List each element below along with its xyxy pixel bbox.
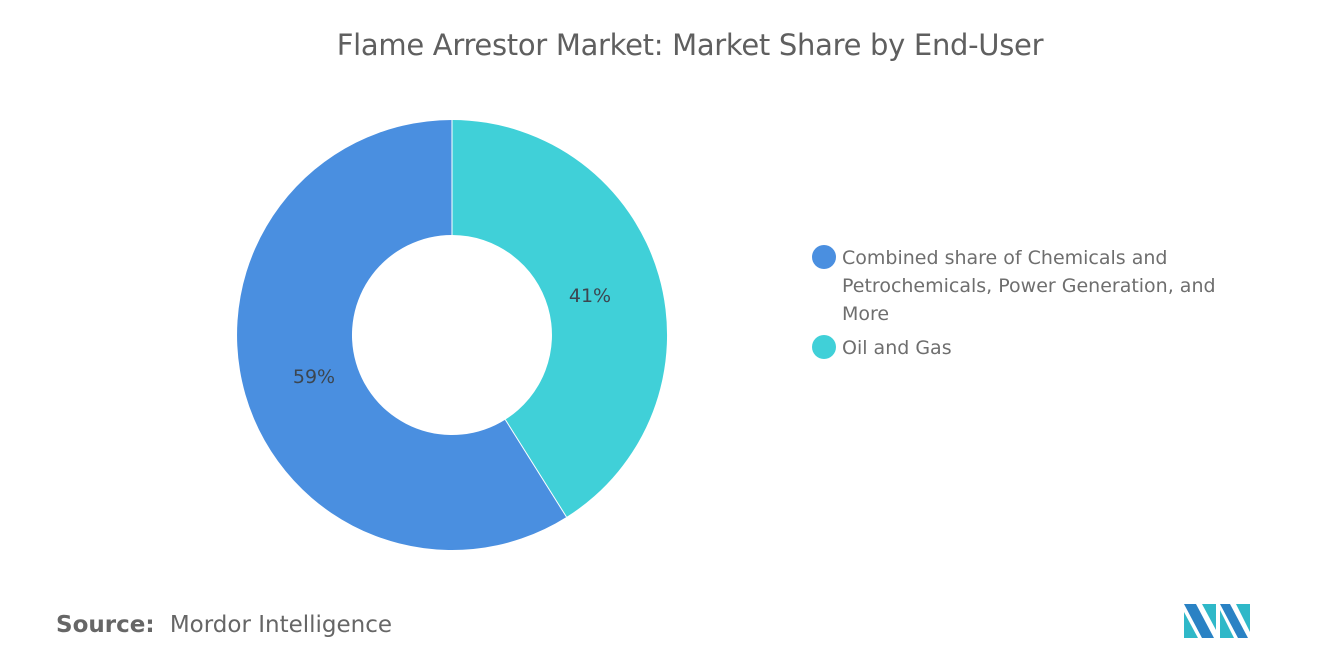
- legend-item-combined-share[interactable]: Combined share of Chemicals and Petroche…: [812, 244, 1252, 328]
- slice-label-oil-gas: 41%: [569, 285, 611, 307]
- donut-chart: 59% 41%: [237, 119, 668, 550]
- mordor-intelligence-logo-icon: [1184, 604, 1250, 638]
- slice-oil-and-gas[interactable]: [452, 119, 668, 517]
- source-note: Source: Mordor Intelligence: [56, 612, 392, 638]
- legend-swatch-circle-icon: [812, 335, 836, 359]
- source-key: Source:: [56, 612, 155, 638]
- legend-swatch-circle-icon: [812, 245, 836, 269]
- chart-title: Flame Arrestor Market: Market Share by E…: [336, 28, 1044, 62]
- legend-label: Combined share of Chemicals and Petroche…: [842, 247, 1216, 325]
- source-value: Mordor Intelligence: [169, 612, 393, 638]
- legend-label: Oil and Gas: [842, 337, 952, 359]
- slice-combined-share[interactable]: [237, 120, 567, 550]
- slice-label-combined: 59%: [293, 366, 335, 388]
- legend-item-oil-and-gas[interactable]: Oil and Gas: [812, 334, 1252, 362]
- slice-divider: [504, 419, 567, 518]
- chart-legend: Combined share of Chemicals and Petroche…: [812, 244, 1252, 368]
